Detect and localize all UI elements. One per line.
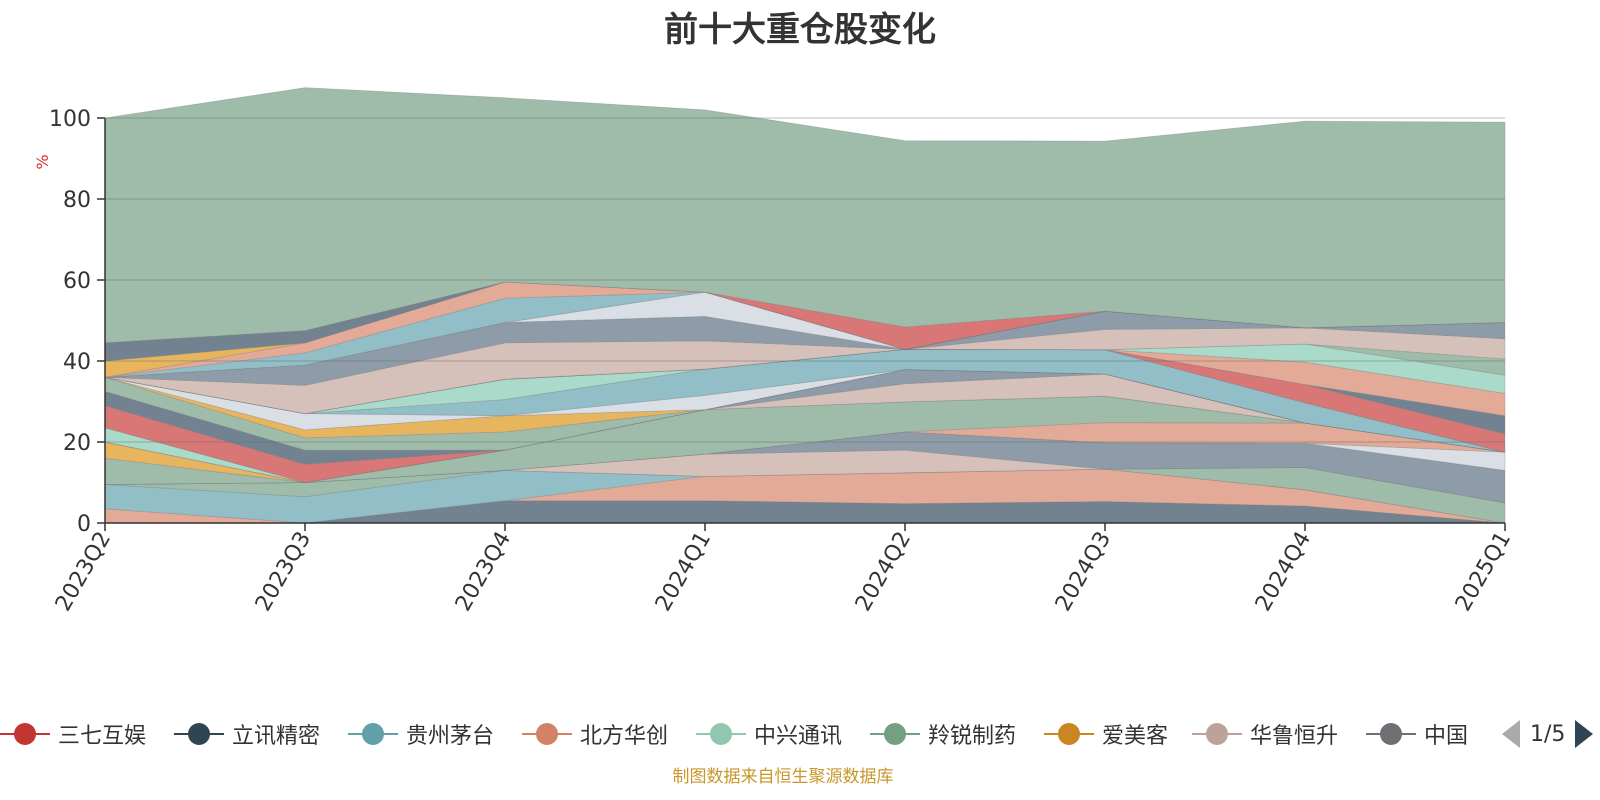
- x-tick-label: 2023Q3: [251, 528, 316, 616]
- area-series-group: [104, 87, 1506, 524]
- area-series-s34: [104, 87, 1506, 344]
- y-tick-label: 40: [63, 350, 91, 375]
- legend-marker-icon: [174, 723, 224, 745]
- grid-lines: [105, 117, 1505, 443]
- x-tick-label: 2024Q1: [651, 528, 716, 616]
- legend: 三七互娱 立讯精密 贵州茅台 北方华创 中兴通讯 羚锐制药 爱美客 华鲁恒升 中国: [0, 714, 1480, 754]
- legend-label: 立讯精密: [232, 724, 321, 749]
- legend-label: 爱美客: [1102, 724, 1169, 749]
- legend-marker-icon: [1192, 723, 1242, 745]
- legend-label: 贵州茅台: [406, 724, 495, 749]
- x-tick-label: 2024Q3: [1051, 528, 1116, 616]
- legend-marker-icon: [0, 723, 50, 745]
- legend-marker-icon: [696, 723, 746, 745]
- legend-pager: 1/5: [1502, 720, 1594, 748]
- legend-item[interactable]: 中国: [1366, 714, 1468, 754]
- y-tick-label: 60: [63, 269, 91, 294]
- y-axis-label: %: [33, 154, 52, 169]
- x-tick-label: 2024Q4: [1251, 528, 1316, 616]
- y-tick-label: 100: [49, 107, 91, 132]
- legend-item[interactable]: 北方华创: [522, 714, 668, 754]
- x-tick-label: 2023Q2: [51, 528, 116, 616]
- x-tick-label: 2023Q4: [451, 528, 516, 616]
- legend-item[interactable]: 三七互娱: [0, 714, 146, 754]
- x-tick-label: 2024Q2: [851, 528, 916, 616]
- legend-item[interactable]: 华鲁恒升: [1192, 714, 1338, 754]
- legend-label: 中国: [1424, 724, 1469, 749]
- legend-marker-icon: [1044, 723, 1094, 745]
- legend-marker-icon: [1366, 723, 1416, 745]
- legend-next-page-icon[interactable]: [1575, 720, 1594, 748]
- y-tick-label: 20: [63, 431, 91, 456]
- legend-label: 中兴通讯: [754, 724, 843, 749]
- legend-item[interactable]: 爱美客: [1044, 714, 1168, 754]
- legend-prev-page-icon[interactable]: [1502, 720, 1520, 748]
- legend-label: 北方华创: [580, 724, 669, 749]
- legend-label: 华鲁恒升: [1250, 724, 1339, 749]
- chart-title: 前十大重仓股变化: [664, 10, 936, 50]
- y-tick-label: 80: [63, 188, 91, 213]
- legend-item[interactable]: 立讯精密: [174, 714, 320, 754]
- legend-label: 三七互娱: [58, 724, 147, 749]
- legend-item[interactable]: 中兴通讯: [696, 714, 842, 754]
- y-tick-label: 0: [77, 512, 91, 537]
- data-source-note: 制图数据来自恒生聚源数据库: [672, 767, 894, 787]
- legend-item[interactable]: 贵州茅台: [348, 714, 494, 754]
- area-series-s27: [104, 310, 1506, 386]
- legend-item[interactable]: 羚锐制药: [870, 714, 1016, 754]
- legend-marker-icon: [522, 723, 572, 745]
- legend-page-indicator: 1/5: [1530, 721, 1566, 747]
- legend-marker-icon: [870, 723, 920, 745]
- legend-label: 羚锐制药: [928, 724, 1017, 749]
- stacked-area-plot: 0 20 40 60 80 100 2023Q2 2023Q3 2023Q4 2024Q1 2024…: [33, 87, 1516, 616]
- x-tick-label: 2025Q1: [1451, 528, 1516, 616]
- legend-marker-icon: [348, 723, 398, 745]
